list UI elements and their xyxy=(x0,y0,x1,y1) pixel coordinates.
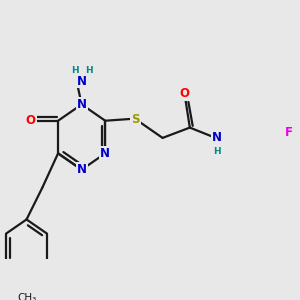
Text: S: S xyxy=(131,112,140,125)
Text: H: H xyxy=(85,66,93,75)
Text: N: N xyxy=(100,147,110,160)
Text: H: H xyxy=(213,147,221,156)
Text: N: N xyxy=(212,131,222,144)
Text: F: F xyxy=(285,126,293,139)
Text: O: O xyxy=(179,87,189,100)
Text: N: N xyxy=(77,75,87,88)
Text: O: O xyxy=(26,114,36,127)
Text: N: N xyxy=(77,163,87,176)
Text: N: N xyxy=(77,98,87,111)
Text: H: H xyxy=(71,66,78,75)
Text: CH₃: CH₃ xyxy=(17,292,36,300)
